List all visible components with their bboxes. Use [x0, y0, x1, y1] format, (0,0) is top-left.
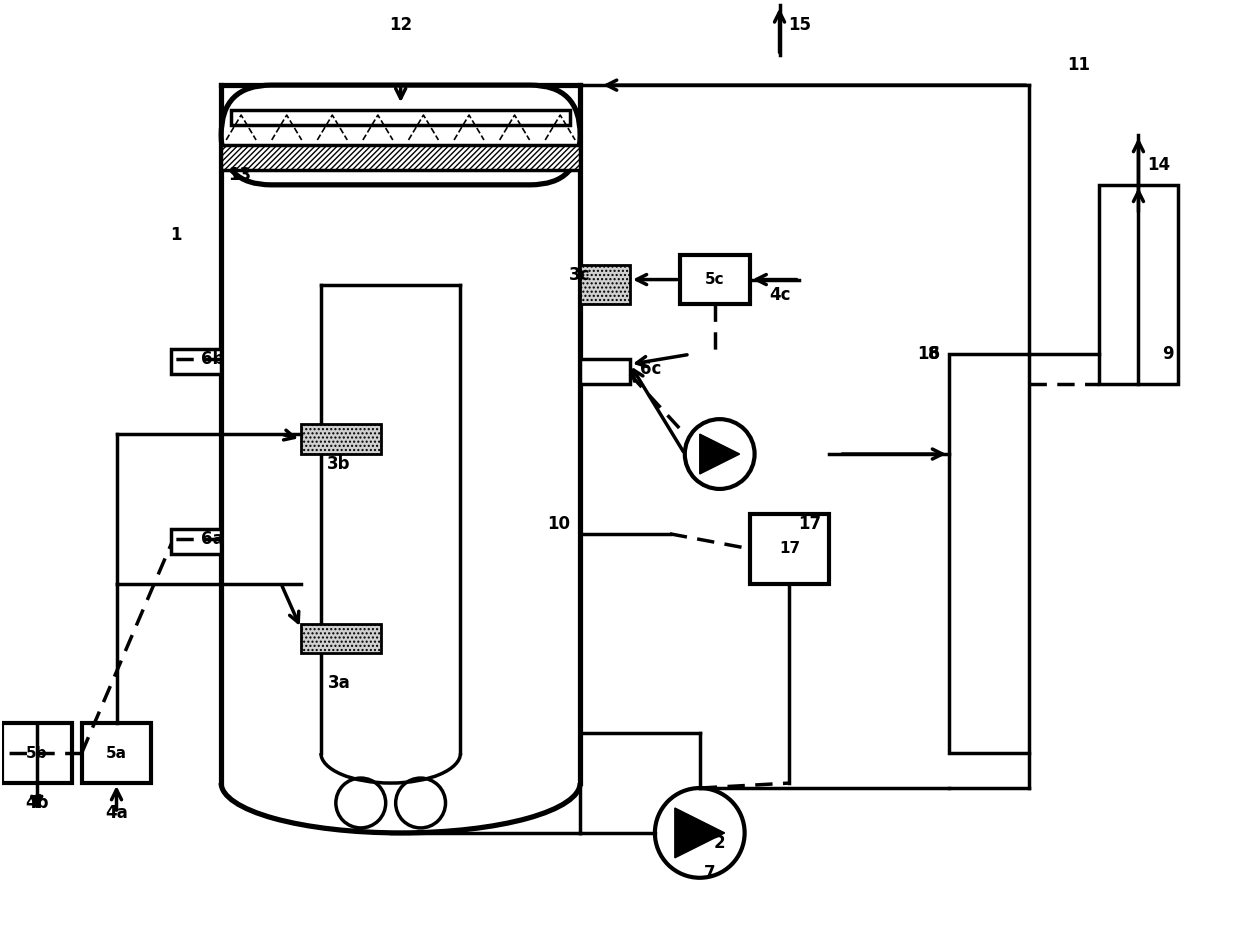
Bar [680, 255, 750, 304]
Bar [1099, 185, 1178, 384]
Bar [171, 349, 221, 375]
Bar [301, 424, 381, 454]
Text: 2: 2 [714, 834, 725, 852]
Polygon shape [699, 434, 739, 474]
FancyBboxPatch shape [221, 85, 580, 185]
Text: 4b: 4b [25, 794, 48, 812]
Text: 5b: 5b [26, 745, 47, 760]
Bar [949, 354, 1029, 753]
Text: 4a: 4a [105, 804, 128, 822]
Text: 6b: 6b [201, 350, 224, 368]
Text: 17: 17 [797, 515, 821, 532]
Bar [1, 723, 72, 783]
Text: 5a: 5a [105, 745, 126, 760]
Text: 1: 1 [170, 226, 181, 244]
Text: 3b: 3b [327, 455, 351, 473]
Text: 16: 16 [918, 346, 941, 363]
Text: 12: 12 [389, 16, 412, 35]
Text: 3a: 3a [329, 674, 351, 692]
Text: 17: 17 [779, 542, 800, 557]
Text: 5c: 5c [704, 272, 724, 287]
Bar [580, 264, 630, 304]
Text: 11: 11 [1068, 56, 1090, 74]
Bar [301, 624, 381, 654]
Bar [221, 145, 580, 170]
Text: 6a: 6a [201, 530, 224, 547]
Bar [750, 514, 830, 584]
Bar [82, 723, 151, 783]
Text: 4c: 4c [769, 286, 790, 304]
Text: 14: 14 [1147, 156, 1171, 174]
Text: 6c: 6c [640, 361, 661, 378]
Text: 3c: 3c [569, 265, 590, 284]
Bar [171, 529, 221, 554]
Text: 10: 10 [547, 515, 570, 532]
Bar [580, 360, 630, 384]
Text: 8: 8 [928, 346, 939, 363]
Bar [231, 110, 570, 125]
Polygon shape [675, 808, 724, 857]
Text: 9: 9 [1163, 346, 1174, 363]
Text: 7: 7 [704, 864, 715, 882]
Text: 15: 15 [787, 16, 811, 35]
Text: 13: 13 [228, 166, 252, 184]
